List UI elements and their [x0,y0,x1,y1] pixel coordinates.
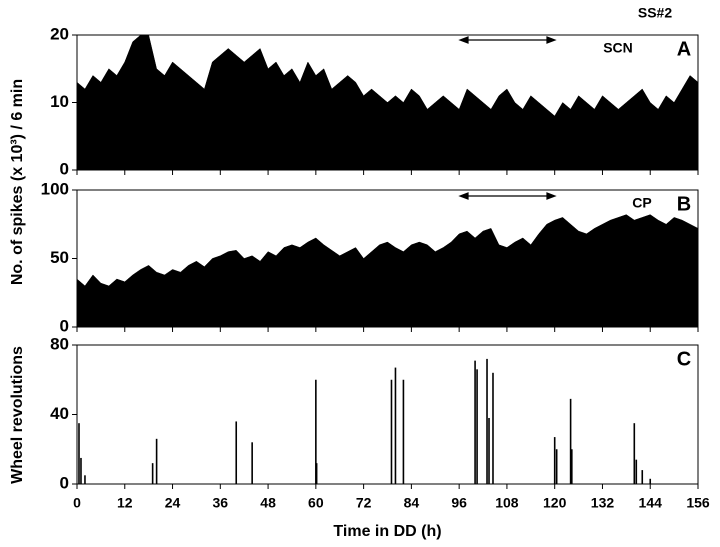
y-tick-label: 0 [60,316,69,335]
x-tick-label: 0 [73,495,81,511]
y-tick-label: 0 [60,473,69,492]
y-axis-label: No. of spikes (x 10³) / 6 min [9,79,26,285]
x-tick-label: 84 [404,495,420,511]
corner-label: SS#2 [638,5,672,21]
series-label: SCN [603,40,633,56]
x-tick-label: 144 [639,495,663,511]
x-axis-label: Time in DD (h) [333,523,441,540]
y-axis-label: Wheel revolutions [9,346,26,484]
x-tick-label: 120 [543,495,567,511]
range-arrow [458,36,557,200]
x-tick-label: 12 [117,495,133,511]
x-tick-label: 36 [213,495,229,511]
series-label: CP [632,195,651,211]
activity-area [76,214,699,328]
x-tick-label: 72 [356,495,372,511]
panel-label: C [677,348,691,370]
panel-label: A [677,38,691,60]
y-tick-label: 10 [50,92,69,111]
x-tick-label: 132 [591,495,615,511]
x-tick-label: 24 [165,495,181,511]
y-tick-label: 100 [41,179,69,198]
x-tick-label: 60 [308,495,324,511]
panel-label: B [677,193,691,215]
x-tick-label: 48 [260,495,276,511]
plot-frame [76,344,699,485]
y-tick-label: 80 [50,334,69,353]
y-tick-label: 50 [50,248,69,267]
y-tick-label: 40 [50,404,69,423]
x-tick-label: 156 [686,495,710,511]
activity-area [76,34,699,171]
x-tick-label: 108 [495,495,519,511]
y-tick-label: 0 [60,159,69,178]
y-tick-label: 20 [50,24,69,43]
x-tick-label: 96 [451,495,467,511]
